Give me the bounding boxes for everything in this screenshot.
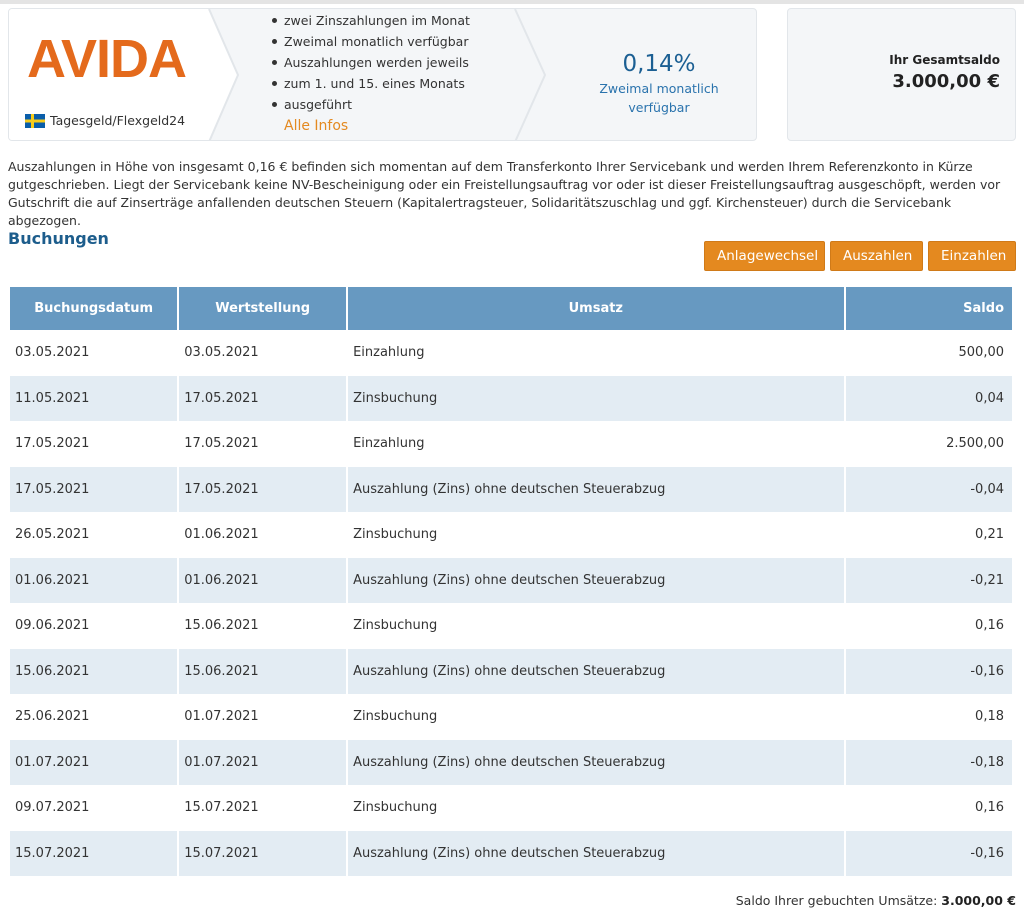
transaction-cell: Zinsbuchung <box>353 709 438 725</box>
balance-cell: 0,04 <box>845 375 1012 421</box>
bookings-title: Buchungen <box>8 229 109 248</box>
product-name-label: Tagesgeld/Flexgeld24 <box>50 113 186 128</box>
balance-cell: -0,04 <box>845 466 1012 512</box>
balance-cell: 500,00 <box>958 345 1005 361</box>
interest-rate-subtitle: Zweimal monatlich verfügbar <box>599 81 719 115</box>
booked-total: Saldo Ihrer gebuchten Umsätze: 3.000,00 … <box>736 893 1016 908</box>
table-row: 17.05.2021 17.05.2021 Einzahlung 2.500,00 <box>10 421 1012 467</box>
all-infos-link[interactable]: Alle Infos <box>284 118 349 134</box>
value-date-cell: 01.07.2021 <box>179 739 347 785</box>
transaction-cell: Einzahlung <box>353 345 425 361</box>
total-balance-card: Ihr Gesamtsaldo 3.000,00 € <box>787 8 1016 141</box>
product-name: Tagesgeld/Flexgeld24 <box>25 113 185 128</box>
booking-date-cell: 17.05.2021 <box>15 436 90 452</box>
balance-cell: -0,16 <box>845 830 1012 876</box>
product-card-arrows <box>9 9 547 140</box>
booking-date-cell: 15.06.2021 <box>10 648 178 694</box>
booking-date-cell: 17.05.2021 <box>10 466 178 512</box>
feature-item: zwei Zinszahlungen im Monat <box>264 10 504 31</box>
balance-cell: 2.500,00 <box>946 436 1004 452</box>
interest-rate-box: 0,14% Zweimal monatlich verfügbar <box>569 49 749 117</box>
table-row: 09.06.2021 15.06.2021 Zinsbuchung 0,16 <box>10 603 1012 649</box>
anlagewechsel-button[interactable]: Anlagewechsel <box>704 241 825 271</box>
booking-date-cell: 09.07.2021 <box>15 800 90 816</box>
einzahlen-button[interactable]: Einzahlen <box>928 241 1016 271</box>
svg-text:AVIDA: AVIDA <box>27 33 186 79</box>
bookings-table: Buchungsdatum Wertstellung Umsatz Saldo … <box>8 287 1014 876</box>
table-row: 09.07.2021 15.07.2021 Zinsbuchung 0,16 <box>10 785 1012 831</box>
table-row: 01.06.2021 01.06.2021 Auszahlung (Zins) oh… <box>10 557 1012 603</box>
booking-date-cell: 25.06.2021 <box>15 709 90 725</box>
feature-item: Zweimal monatlich verfügbar <box>264 31 504 52</box>
transaction-cell: Auszahlung (Zins) ohne deutschen Steuera… <box>348 466 844 512</box>
value-date-cell: 01.07.2021 <box>184 709 259 725</box>
booked-total-value: 3.000,00 € <box>941 893 1016 908</box>
avida-logo: AVIDA <box>27 29 187 89</box>
table-row: 25.06.2021 01.07.2021 Zinsbuchung 0,18 <box>10 694 1012 740</box>
action-buttons: Anlagewechsel Auszahlen Einzahlen <box>704 241 1016 271</box>
balance-cell: -0,16 <box>845 648 1012 694</box>
transaction-cell: Auszahlung (Zins) ohne deutschen Steuera… <box>348 830 844 876</box>
booking-date-cell: 26.05.2021 <box>15 527 90 543</box>
table-row: 03.05.2021 03.05.2021 Einzahlung 500,00 <box>10 330 1012 376</box>
balance-cell: 0,16 <box>975 800 1004 816</box>
column-header-wertstellung[interactable]: Wertstellung <box>179 287 347 330</box>
booking-date-cell: 01.07.2021 <box>10 739 178 785</box>
booking-date-cell: 11.05.2021 <box>10 375 178 421</box>
table-row: 17.05.2021 17.05.2021 Auszahlung (Zins) oh… <box>10 466 1012 512</box>
column-header-buchungsdatum[interactable]: Buchungsdatum <box>10 287 178 330</box>
transaction-cell: Einzahlung <box>353 436 425 452</box>
transaction-cell: Zinsbuchung <box>353 800 438 816</box>
feature-item: Auszahlungen werden jeweils <box>264 52 504 73</box>
booking-date-cell: 15.07.2021 <box>10 830 178 876</box>
table-row: 11.05.2021 17.05.2021 Zinsbuchung 0,04 <box>10 375 1012 421</box>
value-date-cell: 17.05.2021 <box>179 466 347 512</box>
balance-cell: 0,16 <box>975 618 1004 634</box>
value-date-cell: 15.07.2021 <box>179 830 347 876</box>
value-date-cell: 15.07.2021 <box>184 800 259 816</box>
interest-rate: 0,14% <box>622 51 696 77</box>
table-row: 26.05.2021 01.06.2021 Zinsbuchung 0,21 <box>10 512 1012 558</box>
transaction-cell: Auszahlung (Zins) ohne deutschen Steuera… <box>348 648 844 694</box>
table-row: 15.07.2021 15.07.2021 Auszahlung (Zins) oh… <box>10 830 1012 876</box>
balance-cell: 0,18 <box>975 709 1004 725</box>
value-date-cell: 17.05.2021 <box>179 375 347 421</box>
balance-cell: -0,18 <box>845 739 1012 785</box>
booking-date-cell: 09.06.2021 <box>15 618 90 634</box>
transaction-cell: Auszahlung (Zins) ohne deutschen Steuera… <box>348 739 844 785</box>
table-row: 01.07.2021 01.07.2021 Auszahlung (Zins) oh… <box>10 739 1012 785</box>
transaction-cell: Auszahlung (Zins) ohne deutschen Steuera… <box>348 557 844 603</box>
transaction-cell: Zinsbuchung <box>353 527 438 543</box>
feature-item-continued: zum 1. und 15. eines Monats <box>264 73 504 94</box>
total-balance-label: Ihr Gesamtsaldo <box>889 53 1000 67</box>
value-date-cell: 03.05.2021 <box>184 345 259 361</box>
column-header-saldo[interactable]: Saldo <box>845 287 1012 330</box>
table-row: 15.06.2021 15.06.2021 Auszahlung (Zins) oh… <box>10 648 1012 694</box>
value-date-cell: 01.06.2021 <box>184 527 259 543</box>
value-date-cell: 01.06.2021 <box>179 557 347 603</box>
top-divider <box>0 0 1024 4</box>
transaction-cell: Zinsbuchung <box>348 375 844 421</box>
value-date-cell: 15.06.2021 <box>184 618 259 634</box>
balance-cell: 0,21 <box>975 527 1004 543</box>
bookings-table-body: 03.05.2021 03.05.2021 Einzahlung 500,00 11.0… <box>10 330 1012 876</box>
booking-date-cell: 01.06.2021 <box>10 557 178 603</box>
value-date-cell: 17.05.2021 <box>184 436 259 452</box>
value-date-cell: 15.06.2021 <box>179 648 347 694</box>
feature-item-continued: ausgeführt <box>264 94 504 115</box>
product-card: AVIDA Tagesgeld/Flexgeld24 zwei Zinszahl… <box>8 8 757 141</box>
sweden-flag-icon <box>25 113 45 128</box>
payout-info-text: Auszahlungen in Höhe von insgesamt 0,16 … <box>8 159 1001 228</box>
balance-cell: -0,21 <box>845 557 1012 603</box>
total-balance-value: 3.000,00 € <box>892 71 1000 92</box>
feature-list: zwei Zinszahlungen im Monat Zweimal mona… <box>264 10 504 115</box>
column-header-umsatz[interactable]: Umsatz <box>348 287 844 330</box>
booking-date-cell: 03.05.2021 <box>15 345 90 361</box>
auszahlen-button[interactable]: Auszahlen <box>830 241 923 271</box>
booked-total-label: Saldo Ihrer gebuchten Umsätze: <box>735 893 938 908</box>
transaction-cell: Zinsbuchung <box>353 618 438 634</box>
table-header-row: Buchungsdatum Wertstellung Umsatz Saldo <box>10 287 1012 330</box>
